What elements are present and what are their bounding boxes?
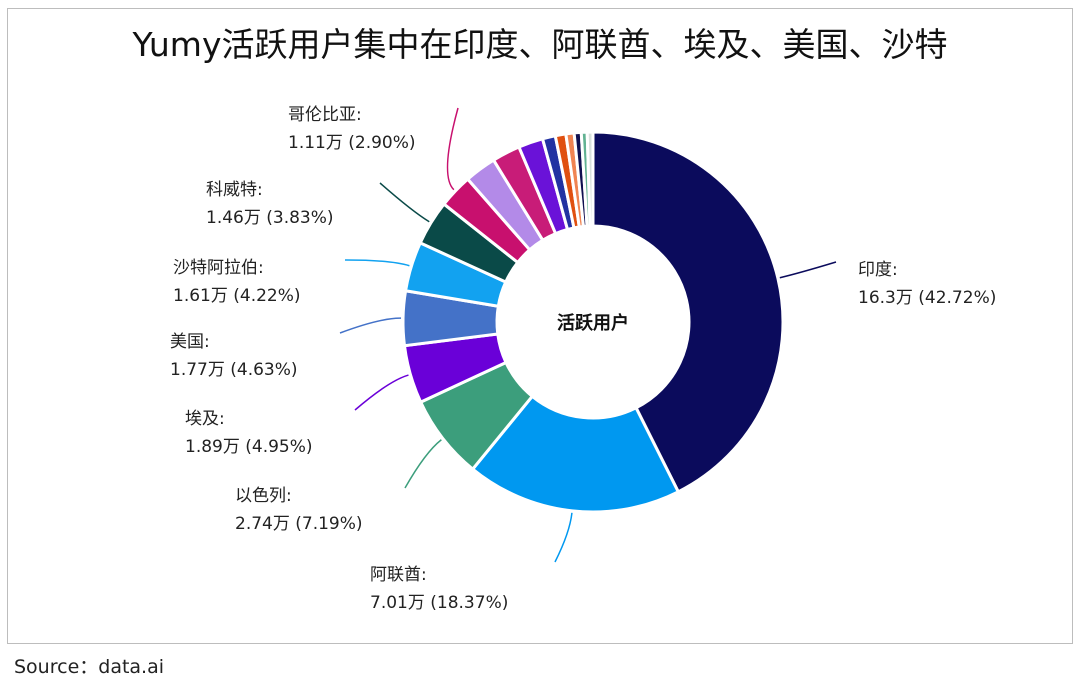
slice-other-16 [585, 130, 595, 228]
leader-line-阿联酋 [554, 512, 573, 563]
label-usa: 美国: 1.77万 (4.63%) [170, 332, 298, 380]
leader-line-美国 [339, 317, 402, 334]
leader-line-哥伦比亚 [446, 107, 459, 191]
chart-frame [7, 8, 1073, 644]
label-kuwait: 科威特: 1.46万 (3.83%) [206, 180, 334, 228]
label-colombia: 哥伦比亚: 1.11万 (2.90%) [288, 105, 416, 153]
label-egypt: 埃及: 1.89万 (4.95%) [185, 409, 313, 457]
label-uae: 阿联酋: 7.01万 (18.37%) [370, 565, 509, 613]
label-india: 印度: 16.3万 (42.72%) [858, 260, 997, 308]
center-label: 活跃用户 [557, 313, 629, 334]
leader-line-沙特阿拉伯 [344, 259, 410, 267]
leader-line-埃及 [354, 374, 409, 411]
leader-line-以色列 [404, 439, 442, 489]
leader-line-印度 [779, 261, 837, 279]
slice-印度 [591, 130, 785, 494]
source-note: Source：data.ai [14, 656, 165, 678]
label-israel: 以色列: 2.74万 (7.19%) [235, 486, 363, 534]
leader-line-科威特 [379, 182, 430, 223]
slice-阿联酋 [470, 394, 681, 514]
label-saudi: 沙特阿拉伯: 1.61万 (4.22%) [173, 258, 301, 306]
chart-title: Yumy活跃用户集中在印度、阿联酋、埃及、美国、沙特 [132, 25, 948, 64]
